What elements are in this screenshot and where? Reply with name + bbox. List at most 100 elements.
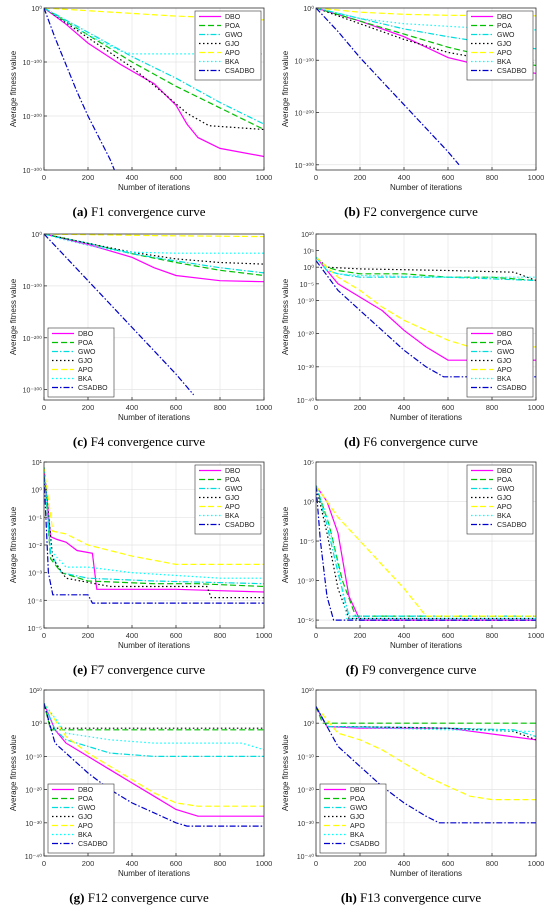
legend-label-csadbo: CSADBO (225, 522, 255, 529)
y-axis-label: Average fitness value (9, 734, 18, 811)
legend-label-gjo: GJO (78, 358, 93, 365)
legend-label-dbo: DBO (497, 14, 513, 21)
y-tick-label: 10⁰ (31, 231, 42, 239)
y-tick-label: 10⁻³⁰ (297, 364, 314, 372)
y-tick-label: 10⁻²⁰⁰ (23, 113, 43, 121)
legend-label-dbo: DBO (225, 468, 241, 475)
series-line-dbo (44, 234, 264, 283)
caption-d: (d) F6 convergence curve (280, 434, 542, 450)
x-tick-label: 1000 (528, 631, 545, 640)
y-axis-label: Average fitness value (9, 506, 18, 583)
x-tick-label: 400 (398, 173, 411, 182)
x-tick-label: 600 (170, 403, 183, 412)
y-tick-label: 10⁵ (303, 460, 314, 467)
caption-letter: (c) (72, 434, 88, 449)
y-tick-label: 10¹⁰ (301, 231, 314, 239)
legend-label-bka: BKA (225, 59, 239, 66)
chart-svg-h: 0 200 400 600 800 1000 10¹⁰ 10⁰ 10⁻¹⁰ 10⁻²⁰ 10⁻³⁰ 1… (281, 687, 544, 878)
chart-svg-f: 0 200 400 600 800 1000 10⁵ 10⁰ 10⁻⁵ 10⁻¹⁰ 10⁻¹⁵ Num… (281, 460, 545, 650)
y-axis-label: Average fitness value (281, 506, 290, 583)
series-line-csadbo (316, 8, 460, 166)
y-tick-label: 10⁰ (303, 499, 314, 507)
x-tick-label: 600 (442, 173, 455, 182)
plot-frame (315, 689, 537, 857)
legend: DBO POA GWO GJO APO BKA CSADBO (47, 327, 115, 398)
x-tick-label: 800 (214, 403, 227, 412)
legend-label-poa: POA (497, 477, 512, 484)
series-line-poa (44, 8, 264, 131)
x-tick-label: 800 (486, 173, 499, 182)
y-tick-label: 10⁻¹⁰ (297, 753, 314, 761)
series-line-apo (44, 702, 264, 807)
legend: DBO POA GWO GJO APO BKA CSADBO (194, 464, 262, 535)
legend-label-poa: POA (225, 477, 240, 484)
x-axis-label: Number of iterations (118, 869, 190, 878)
x-tick-label: 1000 (256, 403, 273, 412)
caption-text: F6 convergence curve (360, 434, 478, 449)
caption-h: (h) F13 convergence curve (280, 890, 542, 906)
y-tick-label: 10⁻²⁰⁰ (295, 110, 315, 118)
x-axis-label: Number of iterations (390, 413, 462, 422)
y-tick-label: 10⁵ (303, 249, 314, 256)
x-tick-label: 1000 (256, 173, 273, 182)
series-line-csadbo (44, 703, 264, 827)
x-tick-label: 800 (486, 859, 499, 868)
legend: DBO POA GWO GJO APO BKA CSADBO (466, 327, 534, 398)
series-line-gwo (44, 8, 264, 125)
x-tick-label: 200 (354, 859, 367, 868)
legend-label-bka: BKA (497, 376, 511, 383)
legend-label-gwo: GWO (497, 32, 515, 39)
caption-a: (a) F1 convergence curve (8, 204, 270, 220)
legend-label-apo: APO (497, 504, 512, 511)
y-tick-label: 10¹⁰ (301, 687, 314, 695)
x-axis-label: Number of iterations (390, 869, 462, 878)
legend-label-poa: POA (350, 796, 365, 803)
x-tick-label: 400 (126, 859, 139, 868)
legend-label-bka: BKA (497, 513, 511, 520)
series-line-apo (316, 256, 536, 348)
y-tick-label: 10⁰ (31, 720, 42, 728)
legend-label-gjo: GJO (78, 814, 93, 821)
x-tick-label: 800 (214, 859, 227, 868)
caption-b: (b) F2 convergence curve (280, 204, 542, 220)
legend-label-apo: APO (225, 504, 240, 511)
plot-frame (315, 233, 537, 401)
series-line-csadbo (316, 485, 536, 621)
legend-label-poa: POA (497, 23, 512, 30)
x-tick-label: 200 (354, 173, 367, 182)
chart-svg-g: 0 200 400 600 800 1000 10¹⁰ 10⁰ 10⁻¹⁰ 10⁻²⁰ 10⁻³⁰ 1… (9, 687, 272, 878)
legend-label-gjo: GJO (497, 358, 512, 365)
series-line-gwo (44, 467, 264, 585)
series-line-dbo (316, 485, 536, 621)
y-tick-label: 10⁻¹⁰ (25, 753, 42, 761)
y-tick-label: 10⁰ (303, 720, 314, 728)
x-tick-label: 400 (398, 403, 411, 412)
caption-f: (f) F9 convergence curve (280, 662, 542, 678)
x-tick-label: 0 (42, 859, 46, 868)
legend-label-bka: BKA (497, 59, 511, 66)
x-tick-label: 600 (170, 173, 183, 182)
legend-label-poa: POA (78, 340, 93, 347)
caption-letter: (g) (69, 890, 85, 905)
x-tick-label: 200 (354, 631, 367, 640)
series-line-csadbo (44, 8, 115, 170)
x-tick-label: 0 (42, 631, 46, 640)
legend-label-bka: BKA (78, 832, 92, 839)
y-tick-label: 10⁻¹⁰ (297, 297, 314, 305)
x-axis-label: Number of iterations (390, 183, 462, 192)
y-tick-label: 10⁻²⁰ (297, 787, 314, 795)
series-line-gjo (316, 8, 536, 64)
series-line-poa (316, 256, 536, 282)
chart-panel-c: 0 200 400 600 800 1000 10⁰ 10⁻¹⁰⁰ 10⁻²⁰⁰ 10⁻³⁰⁰ Nu… (8, 230, 273, 452)
y-tick-label: 10⁻²⁰ (25, 787, 42, 795)
caption-text: F9 convergence curve (358, 662, 477, 677)
series-line-poa (316, 706, 536, 724)
y-tick-label: 10⁻¹⁰⁰ (23, 283, 43, 291)
x-tick-label: 600 (170, 859, 183, 868)
legend-label-poa: POA (78, 796, 93, 803)
y-axis-label: Average fitness value (281, 278, 290, 355)
legend-label-bka: BKA (350, 832, 364, 839)
series-line-dbo (44, 703, 264, 817)
y-axis-label: Average fitness value (281, 734, 290, 811)
